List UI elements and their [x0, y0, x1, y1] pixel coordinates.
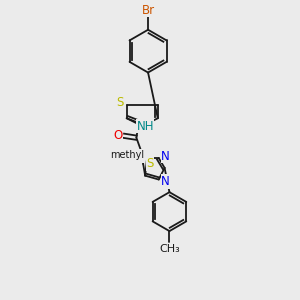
- Text: O: O: [113, 129, 122, 142]
- Text: N: N: [144, 123, 152, 136]
- Text: S: S: [116, 96, 124, 109]
- Text: CH₃: CH₃: [159, 244, 180, 254]
- Text: N: N: [161, 175, 170, 188]
- Text: NH: NH: [136, 119, 154, 133]
- Text: N: N: [136, 150, 145, 163]
- Text: methyl: methyl: [111, 150, 145, 160]
- Text: Br: Br: [142, 4, 154, 17]
- Text: N: N: [161, 150, 170, 163]
- Text: S: S: [146, 158, 154, 170]
